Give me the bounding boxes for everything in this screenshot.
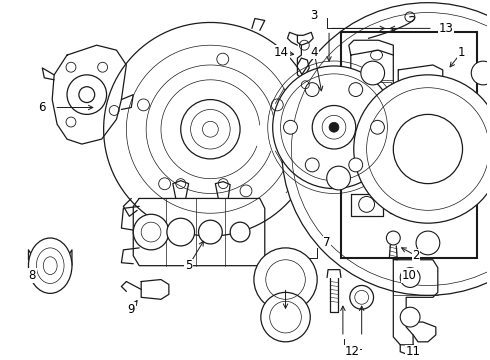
Text: 11: 11 xyxy=(406,345,420,358)
Circle shape xyxy=(261,292,310,342)
Circle shape xyxy=(322,116,346,139)
Text: 4: 4 xyxy=(311,46,318,59)
Circle shape xyxy=(349,158,363,172)
Circle shape xyxy=(305,83,319,96)
Circle shape xyxy=(354,75,490,223)
Circle shape xyxy=(416,231,440,255)
Circle shape xyxy=(305,158,319,172)
Text: 13: 13 xyxy=(438,22,453,35)
Text: 7: 7 xyxy=(323,237,331,249)
Circle shape xyxy=(329,122,339,132)
Text: 1: 1 xyxy=(458,46,466,59)
Text: 3: 3 xyxy=(311,9,318,22)
Text: 12: 12 xyxy=(344,345,359,358)
Circle shape xyxy=(181,100,240,159)
Circle shape xyxy=(284,120,297,134)
Circle shape xyxy=(282,3,490,295)
Circle shape xyxy=(393,114,463,184)
Circle shape xyxy=(273,66,395,189)
Circle shape xyxy=(361,61,385,85)
Circle shape xyxy=(133,214,169,250)
Ellipse shape xyxy=(28,238,72,293)
Text: 10: 10 xyxy=(402,269,416,282)
Text: 9: 9 xyxy=(127,303,135,316)
Circle shape xyxy=(471,61,490,85)
Circle shape xyxy=(400,268,420,287)
Circle shape xyxy=(350,285,373,309)
Circle shape xyxy=(400,307,420,327)
Bar xyxy=(341,32,477,258)
Text: 5: 5 xyxy=(185,259,193,272)
Circle shape xyxy=(79,87,95,103)
Circle shape xyxy=(312,105,356,149)
Circle shape xyxy=(387,231,400,245)
Text: 8: 8 xyxy=(29,269,36,282)
Text: 6: 6 xyxy=(39,101,46,114)
Circle shape xyxy=(198,220,222,244)
Circle shape xyxy=(230,222,250,242)
Circle shape xyxy=(327,166,350,190)
Circle shape xyxy=(167,218,195,246)
Circle shape xyxy=(370,120,385,134)
Circle shape xyxy=(254,248,317,311)
Circle shape xyxy=(349,83,363,96)
Text: 2: 2 xyxy=(412,249,420,262)
Circle shape xyxy=(67,75,106,114)
Text: 14: 14 xyxy=(274,46,289,59)
